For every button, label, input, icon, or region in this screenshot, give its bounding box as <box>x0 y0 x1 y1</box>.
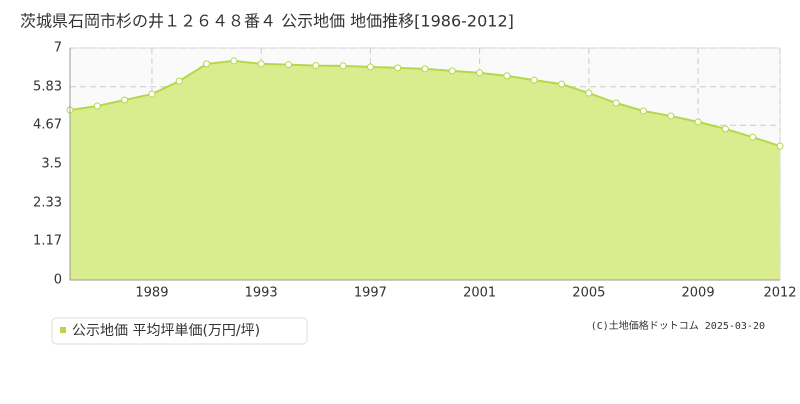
point <box>121 96 129 104</box>
point <box>148 90 156 98</box>
x-tick-label: 2005 <box>572 286 605 301</box>
x-tick-label: 1997 <box>354 286 387 301</box>
point <box>366 63 374 71</box>
point <box>530 76 538 84</box>
legend-box <box>51 317 308 345</box>
chart-title: 茨城県石岡市杉の井１２６４８番４ 公示地価 地価推移[1986-2012] <box>20 12 514 31</box>
point <box>776 142 784 150</box>
point <box>476 69 484 77</box>
point <box>230 57 238 65</box>
legend-label: 公示地価 平均坪単価(万円/坪) <box>72 323 260 339</box>
point <box>585 89 593 97</box>
y-tick-label: 0 <box>54 273 62 288</box>
point <box>503 72 511 80</box>
point <box>558 80 566 88</box>
point <box>612 99 620 107</box>
point <box>667 112 675 120</box>
x-tick-label: 2001 <box>463 286 496 301</box>
point <box>721 125 729 133</box>
legend-swatch <box>60 327 66 333</box>
area <box>70 60 780 280</box>
point <box>639 107 647 115</box>
point <box>203 60 211 68</box>
point <box>339 62 347 70</box>
point <box>93 102 101 110</box>
x-tick-label: 2012 <box>763 286 796 301</box>
point <box>749 133 757 141</box>
x-tick-label: 1993 <box>245 286 278 301</box>
y-tick-label: 7 <box>54 41 62 56</box>
point <box>448 67 456 75</box>
y-tick-label: 1.17 <box>33 234 62 249</box>
copyright: (C)土地価格ドットコム 2025-03-20 <box>591 319 765 332</box>
point <box>421 65 429 73</box>
point <box>175 77 183 85</box>
point <box>284 61 292 69</box>
y-tick-label: 4.67 <box>33 118 62 133</box>
point <box>694 118 702 126</box>
x-tick-label: 2009 <box>682 286 715 301</box>
y-tick-label: 2.33 <box>33 195 62 210</box>
y-tick-label: 3.5 <box>41 157 62 172</box>
point <box>394 64 402 72</box>
point <box>257 60 265 68</box>
point <box>312 62 320 70</box>
x-tick-label: 1989 <box>135 286 168 301</box>
y-tick-label: 5.83 <box>33 79 62 94</box>
